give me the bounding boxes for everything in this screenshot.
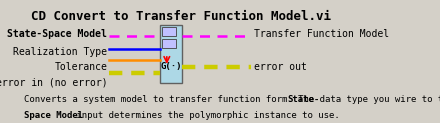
Text: Transfer Function Model: Transfer Function Model — [254, 29, 389, 39]
FancyBboxPatch shape — [161, 39, 176, 48]
Text: Converts a system model to transfer function form. The data type you wire to the: Converts a system model to transfer func… — [24, 95, 440, 104]
FancyBboxPatch shape — [161, 27, 176, 36]
Text: Tolerance: Tolerance — [55, 62, 107, 72]
Text: error in (no error): error in (no error) — [0, 77, 107, 87]
FancyBboxPatch shape — [160, 25, 183, 83]
Text: G(·): G(·) — [161, 62, 182, 71]
Text: State-Space Model: State-Space Model — [7, 29, 107, 39]
Text: Space Model: Space Model — [24, 111, 83, 120]
Text: error out: error out — [254, 62, 307, 72]
Text: State-: State- — [288, 95, 320, 104]
Text: input determines the polymorphic instance to use.: input determines the polymorphic instanc… — [70, 111, 339, 120]
Text: CD Convert to Transfer Function Model.vi: CD Convert to Transfer Function Model.vi — [31, 10, 331, 23]
Text: Realization Type: Realization Type — [13, 47, 107, 57]
